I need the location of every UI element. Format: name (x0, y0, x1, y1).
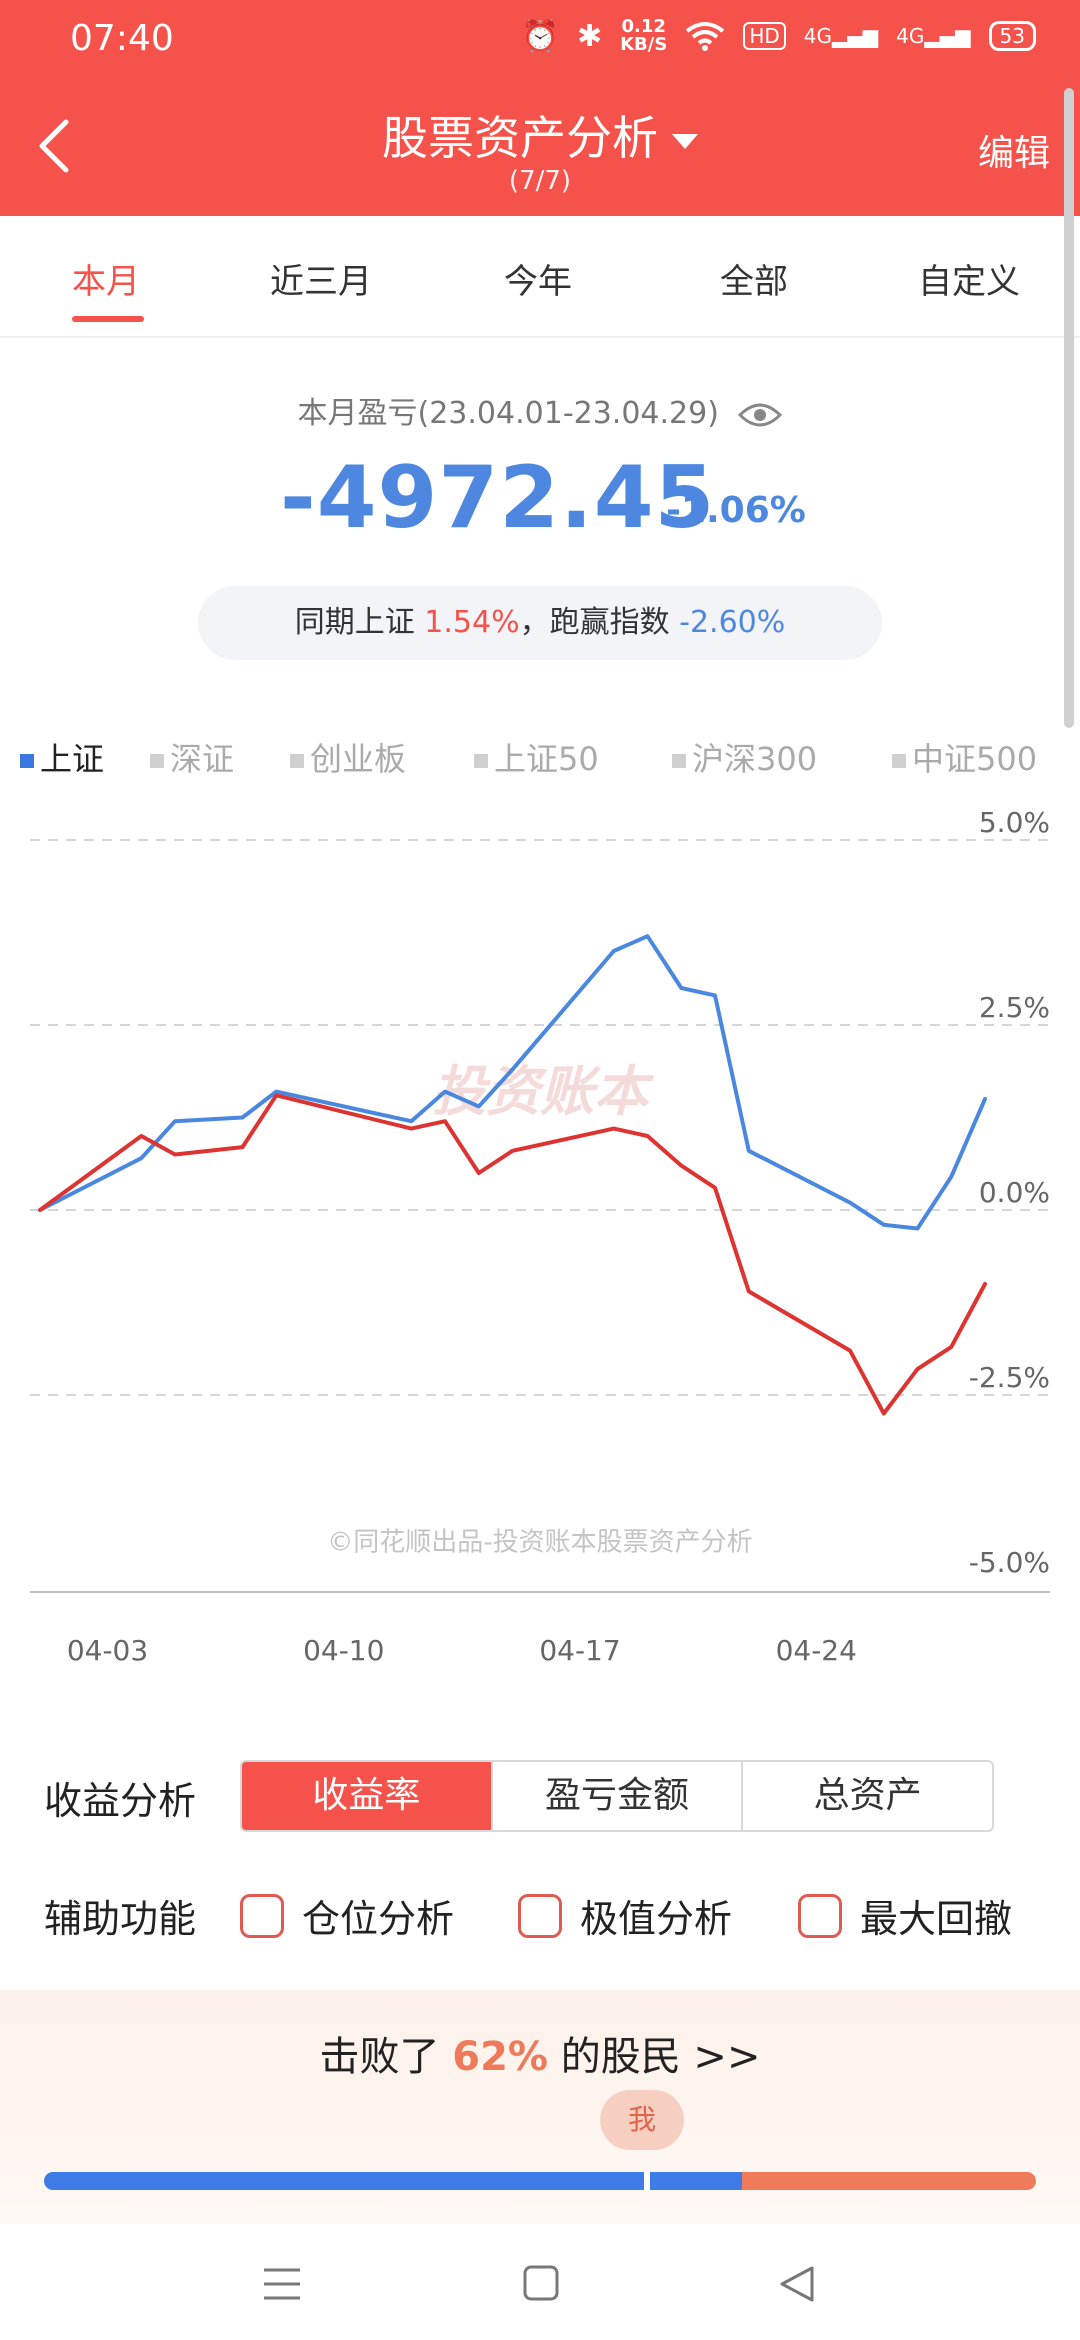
back-icon[interactable] (778, 2264, 816, 2304)
legend-swatch (474, 754, 488, 768)
ranking-percent: 62% (452, 2034, 548, 2080)
me-marker: 我 (600, 2090, 684, 2150)
x-tick-label: 04-03 (67, 1634, 148, 1667)
legend-chinext[interactable]: 创业板 (290, 734, 406, 780)
tab-all[interactable]: 全部 (720, 262, 788, 302)
summary-period-text: 本月盈亏(23.04.01-23.04.29) (297, 396, 719, 431)
bluetooth-icon: ✱ (576, 18, 603, 54)
tab-active-indicator (72, 316, 144, 322)
legend-csi300[interactable]: 沪深300 (672, 734, 817, 780)
tab-this-year[interactable]: 今年 (504, 262, 572, 302)
ranking-text[interactable]: 击败了 62% 的股民 >> (319, 2034, 761, 2080)
tab-custom[interactable]: 自定义 (918, 262, 1020, 302)
legend-swatch (290, 754, 304, 768)
ranking-bar-right (742, 2172, 1036, 2190)
y-tick-label: 0.0% (979, 1176, 1050, 1209)
max-drawdown-checkbox[interactable]: 最大回撤 (798, 1888, 1012, 1943)
x-tick-label: 04-10 (303, 1634, 384, 1667)
signal-icon-1: 4G▂▄▆ (803, 24, 879, 48)
netspeed-unit: KB/S (620, 34, 668, 55)
option-pnl-amount[interactable]: 盈亏金额 (490, 1762, 742, 1830)
battery-icon: 53 (988, 21, 1036, 51)
tab-this-month[interactable]: 本月 (72, 262, 140, 302)
alarm-icon: ⏰ (521, 18, 559, 54)
edit-button[interactable]: 编辑 (977, 133, 1050, 174)
legend-shanghai[interactable]: 上证 (20, 734, 104, 780)
return-line-chart[interactable]: 5.0% 2.5% 0.0% -2.5% -5.0% 04-03 04-10 04-17 04-… (0, 810, 1080, 1690)
index-compare-pill: 同期上证 1.54%，跑赢指数 -2.60% (198, 586, 882, 660)
y-tick-label: -5.0% (969, 1546, 1050, 1579)
legend-swatch (672, 754, 686, 768)
chart-copyright: ©同花顺出品-投资账本股票资产分析 (327, 1527, 752, 1557)
compare-diff-value: -2.60% (679, 605, 786, 640)
option-total-assets[interactable]: 总资产 (741, 1762, 992, 1830)
y-tick-label: 5.0% (979, 810, 1050, 839)
netspeed-value: 0.12 (621, 16, 666, 37)
system-nav-bar (0, 2224, 1080, 2340)
extreme-analysis-checkbox[interactable]: 极值分析 (518, 1888, 732, 1943)
ranking-bar-left (44, 2172, 644, 2190)
page-counter: (7/7) (508, 166, 572, 196)
back-arrow-icon[interactable] (34, 118, 74, 174)
tab-three-months[interactable]: 近三月 (270, 262, 372, 302)
status-bar: 07:40 ⏰ ✱ 0.12 KB/S HD 4G▂▄▆ 4G▂▄▆ 53 (0, 0, 1080, 84)
aux-label: 辅助功能 (44, 1897, 197, 1941)
wifi-icon (686, 22, 725, 51)
status-time: 07:40 (70, 18, 174, 59)
legend-swatch (150, 754, 164, 768)
compare-mid: ，跑赢指数 (519, 605, 670, 640)
summary-label: 本月盈亏(23.04.01-23.04.29) (0, 388, 1080, 432)
home-icon[interactable] (522, 2264, 560, 2302)
period-tabs: 本月 近三月 今年 全部 自定义 (0, 216, 1080, 338)
checkbox-box[interactable] (518, 1893, 562, 1938)
analysis-segmented-control: 收益率 盈亏金额 总资产 (240, 1760, 994, 1832)
legend-csi500[interactable]: 中证500 (892, 734, 1037, 780)
header-bar: 07:40 ⏰ ✱ 0.12 KB/S HD 4G▂▄▆ 4G▂▄▆ 53 股票… (0, 0, 1080, 216)
pnl-percent: -1.06% (666, 490, 806, 531)
scrollbar[interactable] (1064, 88, 1074, 728)
page-title-text: 股票资产分析 (382, 111, 658, 165)
menu-icon[interactable] (262, 2266, 302, 2302)
position-analysis-checkbox[interactable]: 仓位分析 (240, 1888, 454, 1943)
y-tick-label: 2.5% (979, 991, 1050, 1024)
option-return-rate[interactable]: 收益率 (242, 1762, 491, 1830)
hd-icon: HD (743, 22, 786, 50)
ranking-bar-marker (644, 2172, 650, 2190)
series-line-shanghai (38, 934, 987, 1231)
x-tick-label: 04-24 (776, 1634, 857, 1667)
ranking-bar-left2 (650, 2172, 742, 2190)
series-line-portfolio (38, 1093, 987, 1416)
pnl-amount: -4972.45 (280, 448, 716, 548)
compare-prefix: 同期上证 (294, 605, 415, 640)
legend-sse50[interactable]: 上证50 (474, 734, 599, 780)
analysis-label: 收益分析 (44, 1779, 197, 1823)
status-icons: ⏰ ✱ 0.12 KB/S HD 4G▂▄▆ 4G▂▄▆ 53 (522, 18, 1036, 54)
ranking-bar (44, 2172, 1036, 2190)
page-title[interactable]: 股票资产分析 (0, 102, 1080, 168)
compare-index-value: 1.54% (424, 605, 520, 640)
chart-watermark: 投资账本 (432, 1060, 655, 1123)
legend-shenzhen[interactable]: 深证 (150, 734, 234, 780)
x-tick-label: 04-17 (539, 1634, 620, 1667)
checkbox-box[interactable] (798, 1893, 842, 1938)
dropdown-caret-icon (672, 134, 698, 149)
eye-icon[interactable] (738, 401, 783, 429)
netspeed: 0.12 KB/S (620, 18, 667, 54)
checkbox-box[interactable] (240, 1893, 284, 1938)
signal-icon-2: 4G▂▄▆ (896, 24, 971, 48)
y-tick-label: -2.5% (969, 1361, 1050, 1394)
legend-swatch (20, 754, 34, 768)
legend-swatch (892, 754, 906, 768)
